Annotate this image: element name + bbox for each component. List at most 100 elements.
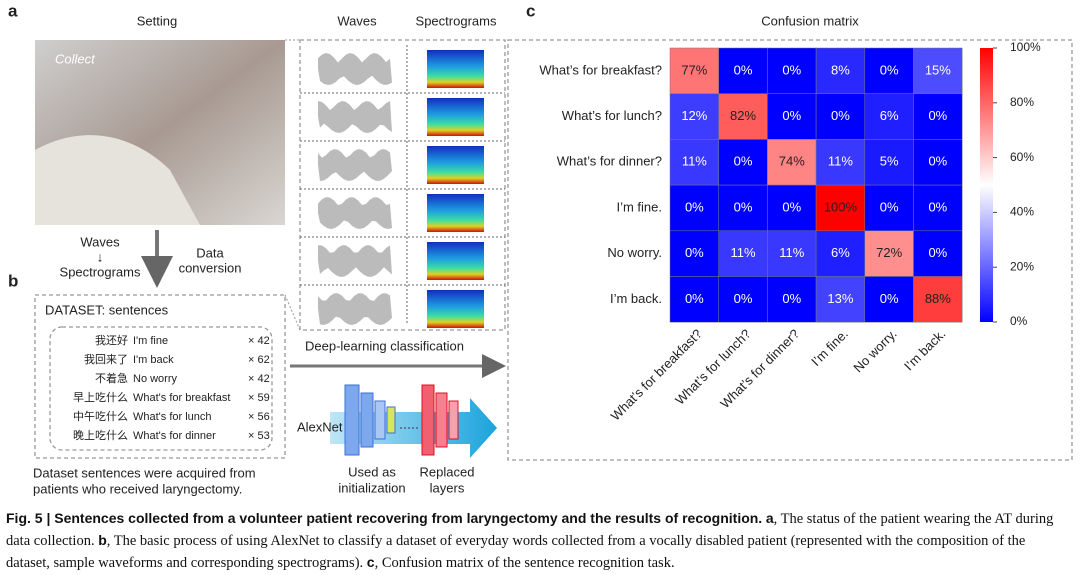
panel-label: a: [8, 1, 18, 20]
arrow-text: Spectrograms: [60, 264, 141, 279]
legend-text: Replaced: [420, 464, 475, 479]
samples-box: [299, 39, 506, 331]
row-count: × 42: [248, 335, 270, 347]
column-header: Spectrograms: [416, 13, 497, 28]
colorbar-label: 60%: [1010, 150, 1034, 164]
arrow-text: Waves: [80, 234, 120, 249]
cell-label: 0%: [734, 291, 753, 306]
matrix-cell: [815, 93, 866, 140]
network-layers: [344, 384, 459, 456]
caption-text: , The basic process of using AlexNet to …: [6, 533, 1026, 571]
classification-text: Deep-learning classification: [305, 338, 464, 353]
matrix-cell: [669, 47, 719, 94]
cell-label: 0%: [782, 62, 801, 77]
cell-label: 0%: [734, 154, 753, 169]
conversion-text: conversion: [179, 260, 242, 275]
row-zh: 我回来了: [84, 353, 128, 366]
waveform: [318, 101, 392, 133]
legend-text: Used as: [348, 464, 396, 479]
matrix-cell: [864, 230, 914, 277]
matrix-cell: [767, 230, 817, 277]
row-count: × 59: [248, 392, 270, 404]
cell-label: 11%: [779, 245, 804, 260]
zoom-line: [284, 294, 301, 331]
colorbar-label: 80%: [1010, 95, 1034, 109]
legend-text: layers: [430, 480, 465, 495]
row-en: What's for breakfast: [133, 392, 230, 404]
matrix-cell: [913, 47, 963, 94]
row-zh: 中午吃什么: [73, 410, 128, 423]
cell-label: 6%: [880, 108, 899, 123]
matrix-cell: [913, 276, 963, 323]
colorbar: [980, 48, 993, 322]
network-name: AlexNet: [297, 419, 343, 434]
matrix-cell: [767, 93, 817, 140]
note: patients who received laryngectomy.: [33, 481, 242, 496]
row-en: I'm back: [133, 354, 174, 366]
cell-label: 0%: [685, 199, 704, 214]
cell-label: 0%: [831, 108, 850, 123]
matrix-cell: [669, 230, 719, 277]
row-label: No worry.: [607, 245, 662, 260]
cell-label: 72%: [876, 245, 902, 260]
matrix-cell: [864, 47, 914, 94]
matrix-cell: [718, 93, 768, 140]
spectrogram: [427, 98, 484, 136]
row-count: × 42: [248, 373, 270, 385]
matrix-cell: [767, 47, 817, 94]
dataset-box: [34, 294, 286, 459]
cell-label: 0%: [782, 108, 801, 123]
arrow-text: ↓: [97, 249, 104, 264]
legend-text: initialization: [338, 480, 405, 495]
matrix-cell: [913, 93, 963, 140]
row-label: I’m fine.: [616, 199, 662, 214]
spectrogram: [427, 290, 484, 328]
matrix-cell: [864, 139, 914, 186]
matrix-cell: [718, 139, 768, 186]
cell-label: 0%: [685, 291, 704, 306]
panel-title: Setting: [137, 13, 177, 28]
cell-label: 0%: [928, 199, 947, 214]
row-en: What's for dinner: [133, 430, 216, 442]
panel-label: b: [8, 271, 18, 290]
matrix-cell: [767, 276, 817, 323]
row-en: No worry: [133, 373, 178, 385]
dataset-title: DATASET: sentences: [45, 302, 169, 317]
row-en: What's for lunch: [133, 411, 212, 423]
conversion-text: Data: [196, 245, 224, 260]
cell-label: 15%: [925, 62, 951, 77]
column-header: Waves: [337, 13, 377, 28]
cell-label: 0%: [734, 62, 753, 77]
matrix-cell: [767, 139, 817, 186]
cell-label: 5%: [880, 154, 899, 169]
matrix-box: [507, 39, 1073, 461]
waveform: [318, 197, 392, 229]
caption-letter: a: [765, 510, 774, 526]
colorbar-label: 40%: [1010, 205, 1034, 219]
figure: a Setting Collect Waves ↓ Spectrograms D…: [8, 1, 1073, 496]
cell-label: 6%: [831, 245, 850, 260]
colorbar-label: 100%: [1010, 40, 1041, 54]
waveform: [318, 245, 392, 277]
cell-label: 74%: [779, 154, 805, 169]
cell-label: 0%: [928, 108, 947, 123]
spectrogram: [427, 50, 484, 88]
spectrogram: [427, 242, 484, 280]
dataset-inner: [49, 326, 273, 451]
row-label: What’s for lunch?: [562, 108, 662, 123]
colorbar-label: 20%: [1010, 259, 1034, 273]
spectrogram: [427, 146, 484, 184]
note: Dataset sentences were acquired from: [33, 465, 256, 480]
caption-letter: c: [366, 554, 375, 570]
row-en: I'm fine: [133, 335, 168, 347]
row-label: I’m back.: [610, 291, 662, 306]
matrix-cell: [815, 276, 866, 323]
waveform: [318, 53, 392, 85]
matrix-cell: [864, 276, 914, 323]
matrix-cell: [669, 93, 719, 140]
cell-label: 0%: [928, 245, 947, 260]
colorbar-label: 0%: [1010, 314, 1028, 328]
row-zh: 晚上吃什么: [73, 429, 128, 442]
matrix-cell: [864, 93, 914, 140]
panel-label: c: [526, 1, 535, 20]
